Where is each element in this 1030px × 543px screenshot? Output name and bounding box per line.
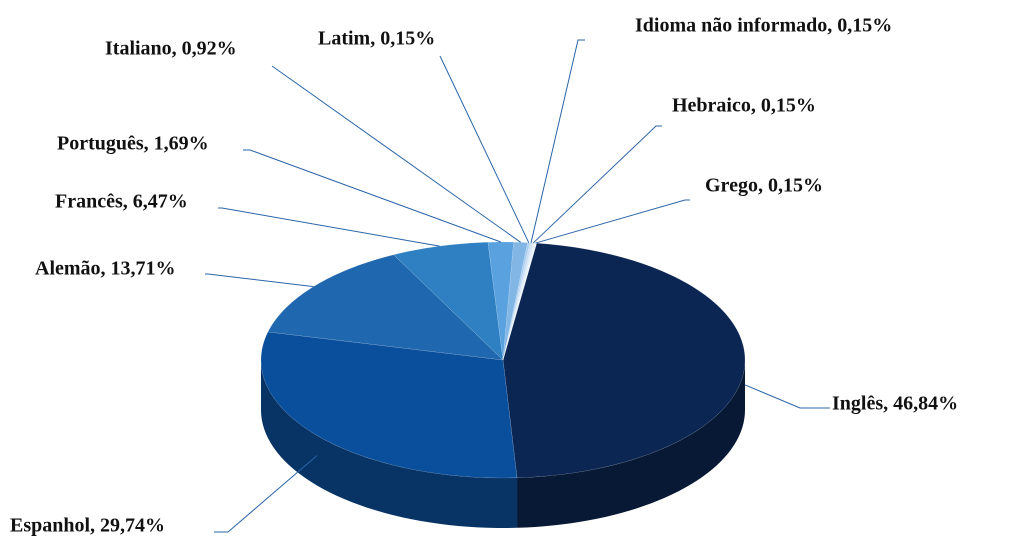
leader-line: [214, 455, 318, 533]
pie-slice: [260, 331, 518, 479]
pie-slice: [487, 241, 514, 361]
leader-line: [218, 207, 440, 247]
leader-line: [205, 273, 314, 288]
pie-slice: [502, 242, 746, 479]
leader-line: [439, 55, 530, 243]
data-label: Italiano, 0,92%: [105, 38, 237, 60]
data-label: Espanhol, 29,74%: [10, 515, 165, 537]
data-label: Hebraico, 0,15%: [672, 95, 816, 117]
leader-line: [744, 384, 830, 409]
data-label: Idioma não informado, 0,15%: [635, 15, 892, 37]
data-label: Francês, 6,47%: [55, 191, 188, 213]
data-label: Português, 1,69%: [57, 133, 209, 155]
pie-slice: [267, 254, 504, 361]
pie-side: [261, 360, 518, 528]
data-label: Latim, 0,15%: [318, 28, 435, 50]
leader-line: [530, 39, 585, 243]
leader-line: [243, 149, 501, 243]
pie-side: [517, 360, 745, 528]
leader-line: [535, 199, 690, 244]
leader-line: [271, 65, 521, 243]
pie-slice: [393, 241, 504, 361]
data-label: Alemão, 13,71%: [35, 258, 176, 280]
pie-slice: [502, 241, 528, 361]
leader-line: [532, 125, 662, 244]
data-label: Inglês, 46,84%: [832, 393, 958, 415]
data-label: Grego, 0,15%: [705, 175, 823, 197]
